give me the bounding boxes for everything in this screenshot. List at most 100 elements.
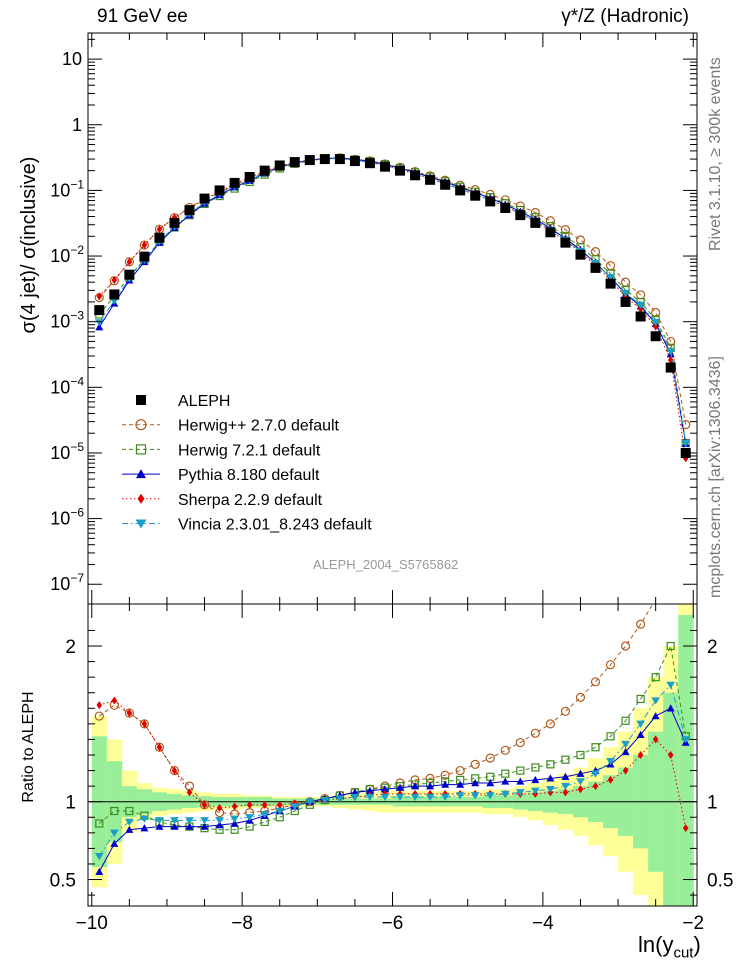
data-point [636, 619, 646, 629]
data-point [471, 779, 480, 787]
data-point [666, 681, 676, 689]
data-point [396, 783, 405, 791]
data-point [141, 241, 148, 250]
legend-label: Pythia 8.180 default [178, 467, 320, 484]
data-point [607, 775, 614, 784]
data-point [501, 777, 510, 785]
data-point [440, 793, 450, 802]
data-point [304, 155, 315, 166]
legend-marker [135, 444, 147, 455]
data-point [156, 225, 163, 234]
data-point [681, 420, 691, 430]
data-point [470, 792, 480, 800]
data-point [545, 227, 556, 238]
data-point [440, 179, 451, 190]
series-ratio-vincia [94, 681, 691, 861]
data-point [621, 716, 630, 725]
data-point [96, 292, 103, 301]
x-axis-label: ln(ycut) [638, 932, 701, 962]
y-tick-label: 1 [72, 115, 82, 135]
data-point [530, 217, 541, 228]
data-point [155, 817, 164, 825]
data-point [109, 289, 120, 300]
data-point [606, 732, 615, 741]
data-point [94, 305, 105, 316]
data-point [455, 765, 465, 776]
data-point [350, 788, 359, 796]
data-point [184, 205, 195, 216]
legend-label: Herwig 7.2.1 default [178, 442, 321, 459]
data-point [455, 185, 466, 196]
data-point [109, 829, 119, 837]
data-point [290, 803, 300, 811]
data-point [110, 839, 119, 847]
series-line [99, 699, 687, 829]
series-line [98, 644, 687, 831]
data-point [636, 730, 645, 738]
data-point [111, 276, 118, 285]
data-point [605, 660, 616, 670]
data-point [170, 822, 179, 830]
data-point [380, 793, 390, 802]
data-point [546, 774, 555, 782]
data-point [186, 788, 193, 797]
data-point [350, 793, 360, 802]
data-point [667, 751, 674, 759]
data-point [561, 782, 570, 791]
data-point [365, 793, 375, 802]
x-tick-label: −6 [382, 913, 404, 934]
data-point [621, 740, 630, 749]
data-point [500, 790, 510, 798]
legend-marker [137, 493, 145, 504]
data-point [171, 766, 178, 775]
data-point [561, 772, 570, 780]
data-point [395, 793, 405, 802]
data-point [410, 793, 420, 802]
data-point [576, 769, 585, 777]
data-point [275, 807, 285, 816]
data-point [305, 798, 315, 806]
data-point [95, 819, 104, 828]
ratio-tick-label-right: 0.5 [707, 871, 733, 892]
data-point [666, 704, 675, 712]
data-point [126, 708, 133, 717]
series-group [94, 153, 691, 875]
data-point [110, 806, 119, 816]
data-point [575, 235, 586, 245]
data-point [591, 770, 600, 778]
data-point [652, 322, 659, 331]
data-point [470, 190, 481, 201]
x-tick-label: −4 [532, 913, 554, 934]
data-point [500, 202, 511, 213]
data-point [651, 673, 660, 682]
legend-marker [135, 519, 147, 529]
data-point [590, 262, 601, 273]
legend-marker [136, 469, 146, 479]
data-point [349, 156, 360, 167]
data-point [411, 782, 420, 790]
data-point [140, 824, 149, 832]
data-point [425, 174, 436, 185]
data-point [425, 793, 435, 802]
data-point [260, 817, 269, 827]
y-tick-label: 10 [62, 49, 82, 69]
data-point [681, 736, 691, 744]
data-point [426, 782, 435, 790]
data-point [155, 822, 164, 830]
axes-frames: 10−7 10−6 10−5 10−4 10−3 10−2 10−1 1 10 0.5 0.5 1 1 2… [50, 32, 733, 934]
series-line [98, 158, 687, 459]
data-point [171, 213, 178, 222]
data-point [666, 348, 676, 356]
data-point [531, 763, 540, 772]
data-point [200, 817, 209, 825]
data-point [606, 273, 615, 282]
data-point [94, 319, 104, 327]
data-point [636, 720, 646, 728]
data-point [515, 789, 525, 797]
ratio-tick-label-left: 0.5 [50, 871, 76, 892]
data-point [229, 177, 240, 188]
data-point [259, 165, 270, 176]
data-point [201, 800, 208, 809]
legend-label: Herwig++ 2.7.0 default [178, 418, 340, 435]
